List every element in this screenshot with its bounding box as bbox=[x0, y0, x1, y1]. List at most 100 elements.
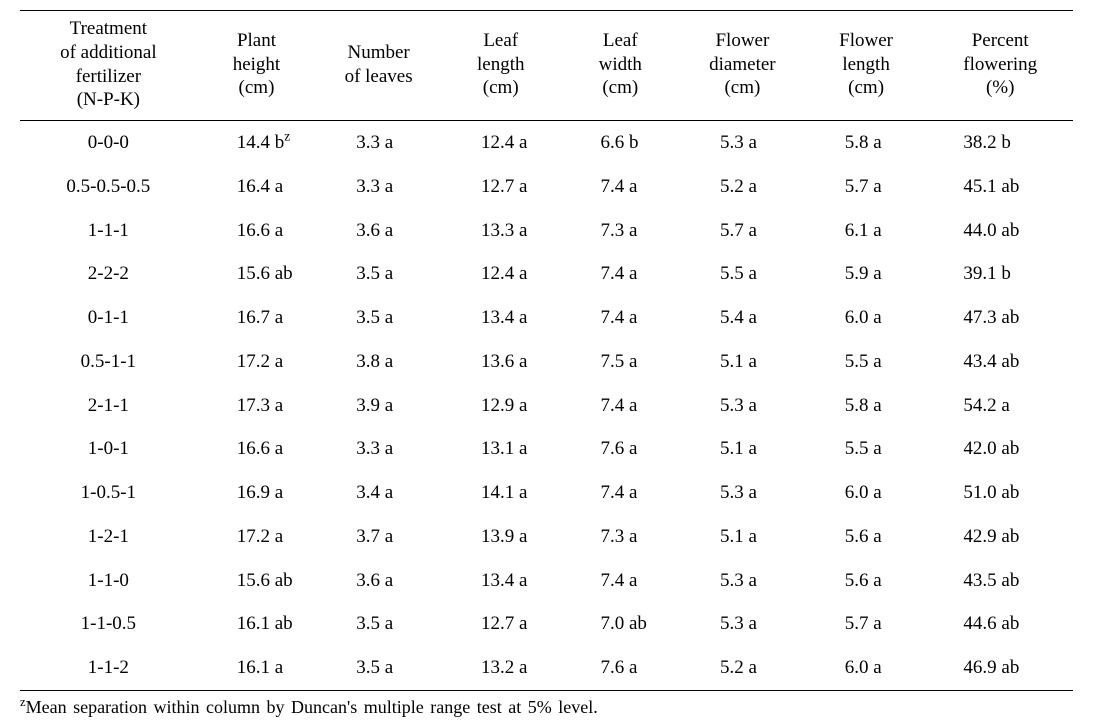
table-cell: 15.6 ab bbox=[197, 559, 317, 603]
table-cell: 5.7 a bbox=[805, 165, 928, 209]
table-cell: 7.6 a bbox=[561, 427, 681, 471]
column-header-line: of additional bbox=[60, 42, 157, 63]
column-header-line: Plant bbox=[237, 30, 276, 51]
column-header-line: (cm) bbox=[724, 77, 760, 98]
column-header-line: length bbox=[477, 54, 525, 75]
table-cell: 1-1-0.5 bbox=[20, 602, 197, 646]
column-header-line: diameter bbox=[709, 54, 775, 75]
table-cell: 3.3 a bbox=[316, 427, 441, 471]
table-cell: 54.2 a bbox=[927, 384, 1073, 428]
table-cell: 13.3 a bbox=[441, 209, 561, 253]
table-cell: 16.1 a bbox=[197, 646, 317, 690]
table-cell: 5.4 a bbox=[680, 296, 805, 340]
column-header: Flower diameter(cm) bbox=[680, 11, 805, 121]
table-cell: 16.9 a bbox=[197, 471, 317, 515]
table-cell: 5.2 a bbox=[680, 646, 805, 690]
table-cell: 12.4 a bbox=[441, 252, 561, 296]
column-header-line: Flower bbox=[715, 30, 769, 51]
column-header: Number of leaves bbox=[316, 11, 441, 121]
table-cell: 17.2 a bbox=[197, 340, 317, 384]
table-cell: 42.9 ab bbox=[927, 515, 1073, 559]
table-cell: 38.2 b bbox=[927, 121, 1073, 165]
table-cell: 12.7 a bbox=[441, 165, 561, 209]
table-cell: 3.5 a bbox=[316, 602, 441, 646]
table-cell: 3.5 a bbox=[316, 646, 441, 690]
table-cell: 13.9 a bbox=[441, 515, 561, 559]
table-cell: 42.0 ab bbox=[927, 427, 1073, 471]
table-cell: 5.6 a bbox=[805, 515, 928, 559]
column-header: Leafwidth(cm) bbox=[561, 11, 681, 121]
table-cell: 13.2 a bbox=[441, 646, 561, 690]
table-cell: 17.2 a bbox=[197, 515, 317, 559]
column-header-line: (N-P-K) bbox=[77, 89, 140, 110]
table-cell: 12.4 a bbox=[441, 121, 561, 165]
table-cell: 7.3 a bbox=[561, 209, 681, 253]
column-header: Plantheight(cm) bbox=[197, 11, 317, 121]
column-header-line: Leaf bbox=[603, 30, 638, 51]
table-cell: 3.8 a bbox=[316, 340, 441, 384]
table-cell: 14.4 bz bbox=[197, 121, 317, 165]
table-cell: 13.4 a bbox=[441, 296, 561, 340]
table-cell: 47.3 ab bbox=[927, 296, 1073, 340]
footnote-text: Mean separation within column by Duncan'… bbox=[26, 697, 598, 717]
table-cell: 2-2-2 bbox=[20, 252, 197, 296]
table-cell: 0-1-1 bbox=[20, 296, 197, 340]
table-cell: 2-1-1 bbox=[20, 384, 197, 428]
table-cell: 16.7 a bbox=[197, 296, 317, 340]
table-cell: 5.7 a bbox=[680, 209, 805, 253]
table-cell: 14.1 a bbox=[441, 471, 561, 515]
table-cell: 5.3 a bbox=[680, 559, 805, 603]
column-header-line: height bbox=[233, 54, 281, 75]
table-cell: 7.0 ab bbox=[561, 602, 681, 646]
table-cell: 5.5 a bbox=[805, 340, 928, 384]
table-row: 1-1-015.6 ab3.6 a13.4 a7.4 a5.3 a5.6 a43… bbox=[20, 559, 1073, 603]
table-row: 0.5-1-117.2 a3.8 a13.6 a7.5 a5.1 a5.5 a4… bbox=[20, 340, 1073, 384]
column-header-line: fertilizer bbox=[76, 66, 141, 87]
column-header-line: of leaves bbox=[345, 66, 413, 87]
table-cell: 6.0 a bbox=[805, 471, 928, 515]
table-cell: 5.1 a bbox=[680, 340, 805, 384]
table-cell: 1-2-1 bbox=[20, 515, 197, 559]
column-header-line: width bbox=[599, 54, 642, 75]
table-cell: 3.3 a bbox=[316, 165, 441, 209]
table-cell: 17.3 a bbox=[197, 384, 317, 428]
table-cell: 3.4 a bbox=[316, 471, 441, 515]
table-cell: 5.6 a bbox=[805, 559, 928, 603]
table-cell: 7.6 a bbox=[561, 646, 681, 690]
table-cell: 16.6 a bbox=[197, 209, 317, 253]
table-cell: 6.0 a bbox=[805, 646, 928, 690]
table-cell: 0.5-1-1 bbox=[20, 340, 197, 384]
table-footnote: zMean separation within column by Duncan… bbox=[20, 697, 1073, 718]
column-header-line: (cm) bbox=[848, 77, 884, 98]
table-cell: 39.1 b bbox=[927, 252, 1073, 296]
column-header: Leaflength(cm) bbox=[441, 11, 561, 121]
column-header-line: Number bbox=[347, 42, 409, 63]
table-row: 1-0.5-116.9 a3.4 a14.1 a7.4 a5.3 a6.0 a5… bbox=[20, 471, 1073, 515]
table-cell: 16.1 ab bbox=[197, 602, 317, 646]
table-cell: 5.1 a bbox=[680, 427, 805, 471]
column-header-line: Flower bbox=[839, 30, 893, 51]
table-cell: 5.2 a bbox=[680, 165, 805, 209]
table-cell: 1-1-1 bbox=[20, 209, 197, 253]
table-cell: 7.4 a bbox=[561, 471, 681, 515]
table-cell: 7.4 a bbox=[561, 165, 681, 209]
table-cell: 5.1 a bbox=[680, 515, 805, 559]
column-header-line: length bbox=[842, 54, 890, 75]
table-cell: 5.7 a bbox=[805, 602, 928, 646]
table-row: 1-1-116.6 a3.6 a13.3 a7.3 a5.7 a6.1 a44.… bbox=[20, 209, 1073, 253]
table-row: 1-1-216.1 a3.5 a13.2 a7.6 a5.2 a6.0 a46.… bbox=[20, 646, 1073, 690]
column-header-line: Leaf bbox=[483, 30, 518, 51]
table-cell: 13.1 a bbox=[441, 427, 561, 471]
table-cell: 0.5-0.5-0.5 bbox=[20, 165, 197, 209]
table-cell: 3.3 a bbox=[316, 121, 441, 165]
table-cell: 13.4 a bbox=[441, 559, 561, 603]
table-cell: 3.5 a bbox=[316, 252, 441, 296]
table-cell: 3.6 a bbox=[316, 559, 441, 603]
table-cell: 46.9 ab bbox=[927, 646, 1073, 690]
column-header: Treatment of additional fertilizer(N-P-K) bbox=[20, 11, 197, 121]
fertilizer-effects-table: Treatment of additional fertilizer(N-P-K) P… bbox=[20, 10, 1073, 691]
table-cell: 45.1 ab bbox=[927, 165, 1073, 209]
column-header-line: (%) bbox=[986, 77, 1014, 98]
table-cell: 5.3 a bbox=[680, 471, 805, 515]
column-header-line: Treatment bbox=[70, 18, 147, 39]
